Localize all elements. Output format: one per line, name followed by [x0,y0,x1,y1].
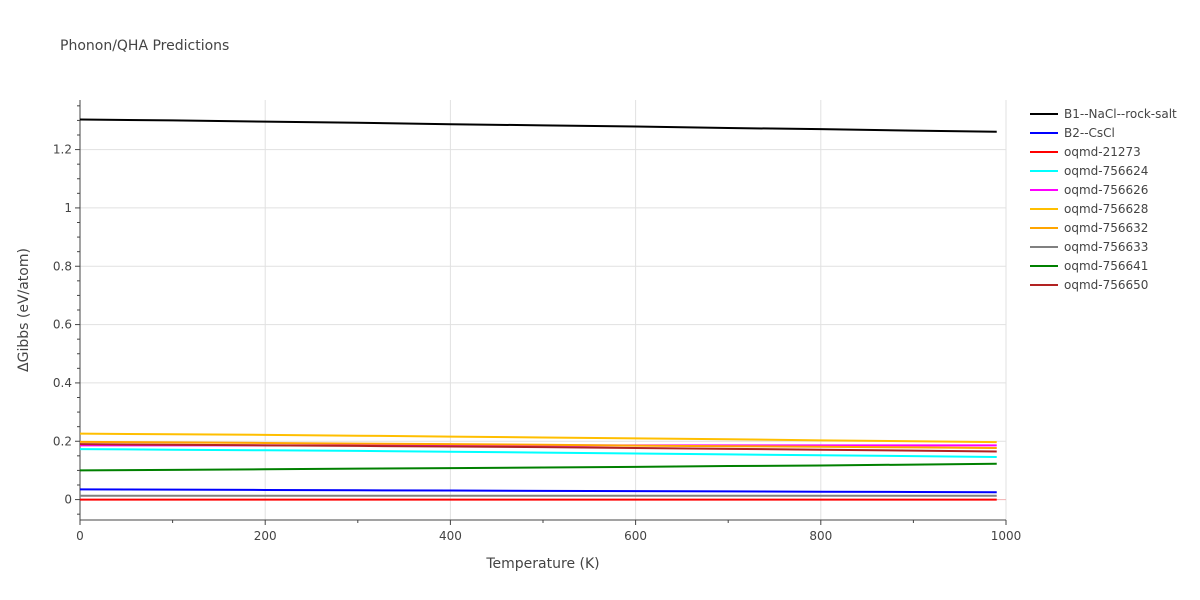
x-axis-title: Temperature (K) [485,556,599,572]
legend-item[interactable]: oqmd-21273 [1030,145,1141,159]
chart-title: Phonon/QHA Predictions [60,38,229,54]
series-lines [79,118,997,501]
legend-item[interactable]: oqmd-756633 [1030,240,1148,254]
legend-label: oqmd-756628 [1064,202,1148,216]
axes [75,100,1007,525]
legend-label: oqmd-756626 [1064,183,1148,197]
legend-item[interactable]: B2--CsCl [1030,126,1115,140]
y-tick-label: 0.2 [53,434,72,448]
x-tick-label: 0 [76,529,84,543]
series-line-1 [79,118,997,133]
y-axis-title: ΔGibbs (eV/atom) [16,248,32,372]
legend-label: oqmd-756650 [1064,278,1148,292]
y-tick-label: 0.6 [53,318,72,332]
legend-label: oqmd-21273 [1064,145,1141,159]
x-tick-label: 200 [254,529,277,543]
x-tick-label: 800 [809,529,832,543]
x-tick-label: 400 [439,529,462,543]
legend: B1--NaCl--rock-salt B2--CsCl oqmd-21273 oqm… [1030,107,1177,292]
legend-item[interactable]: oqmd-756650 [1030,278,1148,292]
legend-label: oqmd-756641 [1064,259,1148,273]
series-line-2 [79,488,997,494]
legend-item[interactable]: oqmd-756626 [1030,183,1148,197]
legend-label: oqmd-756632 [1064,221,1148,235]
series-line-6 [79,432,997,444]
y-tick-label: 0.8 [53,259,72,273]
x-tick-label: 600 [624,529,647,543]
legend-label: B1--NaCl--rock-salt [1064,107,1177,121]
series-line-7 [79,440,997,449]
y-tick-label: 0.4 [53,376,72,390]
legend-label: oqmd-756624 [1064,164,1148,178]
y-tick-label: 0 [64,493,72,507]
legend-item[interactable]: oqmd-756641 [1030,259,1148,273]
legend-label: oqmd-756633 [1064,240,1148,254]
legend-item[interactable]: B1--NaCl--rock-salt [1030,107,1177,121]
y-tick-label: 1 [64,201,72,215]
x-tick-label: 1000 [991,529,1022,543]
tick-labels: 0 200 400 600 800 1000 0 0.2 0.4 0.6 0.8 1 1.2 [53,143,1021,543]
legend-item[interactable]: oqmd-756632 [1030,221,1148,235]
legend-label: B2--CsCl [1064,126,1115,140]
y-tick-label: 1.2 [53,143,72,157]
series-line-9 [79,462,997,472]
legend-item[interactable]: oqmd-756628 [1030,202,1148,216]
series-line-10 [79,443,997,453]
grid [80,100,1007,520]
legend-item[interactable]: oqmd-756624 [1030,164,1148,178]
series-line-4 [79,448,997,458]
